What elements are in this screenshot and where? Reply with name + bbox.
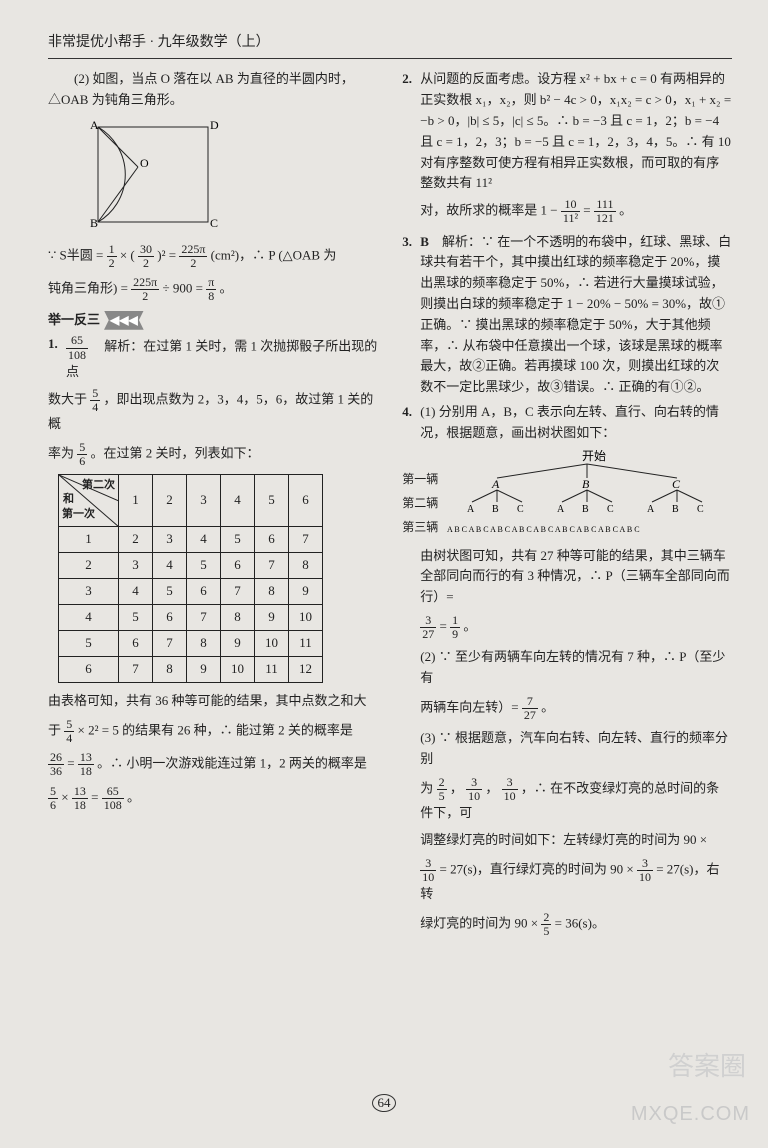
svg-text:O: O: [140, 156, 149, 170]
table-row: 2345678: [59, 553, 323, 579]
table-row: 1234567: [59, 527, 323, 553]
left-column: (2) 如图，当点 O 落在以 AB 为直径的半圆内时，△OAB 为钝角三角形。…: [48, 69, 384, 944]
table-row: 567891011: [59, 631, 323, 657]
juyi-heading: 举一反三◀◀◀: [48, 310, 384, 331]
svg-text:A B C A B C A B C A B C A B C: A B C A B C A B C A B C A B C A B C A B …: [447, 525, 640, 534]
svg-text:A: A: [647, 504, 655, 515]
table-row: 3456789: [59, 579, 323, 605]
q4: 4. (1) 分别用 A，B，C 表示向左转、直行、向右转的情况，根据题意，画出…: [402, 402, 732, 444]
table-row: 6789101112: [59, 657, 323, 683]
tree-diagram: 第一辆 第二辆 第三辆 开始 A B C A: [402, 450, 732, 540]
svg-text:C: C: [210, 216, 218, 230]
left-intro: (2) 如图，当点 O 落在以 AB 为直径的半圆内时，△OAB 为钝角三角形。: [48, 69, 384, 111]
right-column: 2. 从问题的反面考虑。设方程 x² + bx + c = 0 有两相异的正实数…: [402, 69, 732, 944]
eq-line-1: ∵ S半圆 = 12 × ( 302 )² = 225π2 (cm²)，∴ P …: [48, 243, 384, 270]
watermark-cn: 答案圈: [668, 1046, 746, 1088]
svg-text:B: B: [582, 504, 589, 515]
q3: 3. B 解析：∵ 在一个不透明的布袋中，红球、黑球、白球共有若干个，其中摸出红…: [402, 232, 732, 398]
sum-table: 第二次 和 第一次 1 2 3 4 5 6 1234567 2345678 34…: [58, 474, 323, 683]
svg-text:A: A: [90, 118, 99, 132]
svg-text:D: D: [210, 118, 219, 132]
arrow-icon: ◀◀◀: [104, 311, 144, 330]
eq-line-2: 钝角三角形) = 225π2 ÷ 900 = π8 。: [48, 276, 384, 303]
svg-text:B: B: [582, 477, 590, 491]
q2: 2. 从问题的反面考虑。设方程 x² + bx + c = 0 有两相异的正实数…: [402, 69, 732, 194]
geometry-figure: A B C D O: [78, 117, 384, 239]
svg-text:C: C: [672, 477, 681, 491]
svg-text:A: A: [491, 477, 500, 491]
table-row: 45678910: [59, 605, 323, 631]
svg-text:C: C: [607, 504, 614, 515]
svg-text:A: A: [557, 504, 565, 515]
svg-text:C: C: [517, 504, 524, 515]
svg-text:C: C: [697, 504, 704, 515]
watermark-en: MXQE.COM: [631, 1098, 750, 1130]
svg-text:开始: 开始: [582, 450, 606, 463]
q1: 1. 65108 解析：在过第 1 关时，需 1 次抛掷骰子所出现的点: [48, 334, 384, 382]
svg-text:B: B: [672, 504, 679, 515]
svg-text:B: B: [90, 216, 98, 230]
svg-text:A: A: [467, 504, 475, 515]
svg-text:B: B: [492, 504, 499, 515]
page-header: 非常提优小帮手 · 九年级数学（上）: [48, 32, 732, 59]
